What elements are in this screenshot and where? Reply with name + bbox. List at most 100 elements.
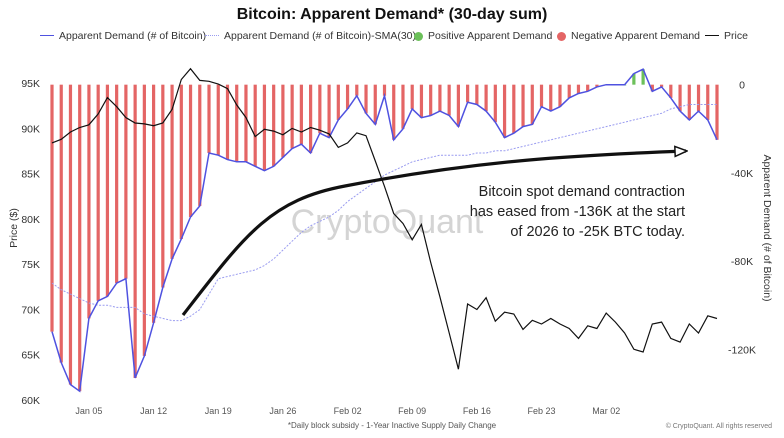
negative-demand-bar — [345, 84, 350, 109]
footnote: *Daily block subsidy - 1-Year Inactive S… — [287, 421, 497, 430]
negative-demand-bar — [327, 84, 331, 138]
negative-demand-bar — [595, 84, 599, 87]
annotation-line-3: of 2026 to -25K BTC today. — [510, 224, 685, 240]
negative-demand-bar — [521, 84, 525, 127]
legend-item-price[interactable]: Price — [705, 29, 748, 43]
annotation-line-2: has eased from -136K at the start — [470, 204, 685, 220]
negative-demand-bar — [678, 84, 682, 112]
left-axis-tick-label: 70K — [21, 305, 40, 317]
negative-demand-bar — [253, 84, 257, 167]
negative-demand-bar — [50, 84, 54, 332]
negative-demand-bar — [567, 84, 571, 98]
negative-demand-bar — [456, 84, 460, 127]
x-axis-tick-label: Mar 02 — [592, 406, 620, 416]
negative-demand-bar — [318, 84, 322, 134]
right-axis-tick-label: -40K — [731, 168, 753, 180]
negative-demand-bar — [179, 84, 183, 240]
negative-demand-bar — [133, 84, 137, 378]
left-axis-tick-label: 80K — [21, 214, 40, 226]
negative-demand-bar — [576, 84, 581, 94]
legend-label-price: Price — [724, 30, 748, 42]
trend-arrow — [181, 151, 686, 316]
negative-demand-bar — [115, 84, 119, 284]
negative-demand-bar — [687, 84, 691, 120]
red-dot-icon — [557, 31, 566, 41]
negative-demand-bar — [124, 84, 128, 279]
negative-demand-bar — [364, 84, 368, 114]
negative-demand-bar — [188, 84, 193, 217]
copyright: © CryptoQuant. All rights reserved — [665, 423, 772, 430]
negative-demand-bar — [650, 84, 654, 92]
demand-line — [51, 68, 718, 393]
demand-sma-line — [51, 104, 717, 322]
negative-demand-bar — [706, 84, 710, 120]
right-axis-tick-label: 0 — [739, 80, 745, 92]
negative-demand-bar — [401, 84, 405, 129]
negative-demand-bar — [512, 84, 516, 134]
negative-demand-bar — [549, 84, 553, 112]
left-axis-tick-label: 65K — [21, 350, 40, 362]
dotted-line-swatch-icon — [205, 34, 219, 36]
negative-demand-bar — [659, 84, 664, 87]
legend-item-negative[interactable]: Negative Apparent Demand — [557, 29, 700, 43]
black-line-swatch-icon — [705, 34, 719, 36]
negative-demand-bar — [161, 84, 165, 288]
negative-demand-bar — [216, 84, 220, 156]
negative-demand-bar — [438, 84, 442, 112]
negative-demand-bar — [539, 84, 544, 107]
x-axis-tick-label: Jan 26 — [269, 406, 296, 416]
negative-demand-bar — [373, 84, 377, 125]
legend-label-demand: Apparent Demand (# of Bitcoin) — [59, 30, 207, 42]
negative-demand-bar — [696, 84, 701, 112]
watermark-text: CryptoQuant — [291, 203, 484, 241]
left-axis-tick-label: 85K — [21, 169, 40, 181]
negative-demand-bar — [669, 84, 673, 98]
positive-demand-bar — [641, 69, 645, 85]
demand-bars — [50, 69, 719, 392]
negative-demand-bar — [447, 84, 451, 116]
negative-demand-bar — [309, 84, 313, 154]
positive-demand-bar — [632, 73, 636, 85]
right-axis-tick-label: -80K — [731, 256, 753, 268]
series-lines — [51, 67, 718, 393]
negative-demand-bar — [502, 84, 507, 138]
x-axis-tick-label: Feb 16 — [463, 406, 491, 416]
legend-item-demand[interactable]: Apparent Demand (# of Bitcoin) — [40, 29, 206, 43]
negative-demand-bar — [466, 84, 470, 103]
x-axis-tick-label: Jan 12 — [140, 406, 167, 416]
negative-demand-bar — [281, 84, 285, 158]
x-axis-tick-label: Feb 23 — [527, 406, 555, 416]
negative-demand-bar — [382, 84, 387, 96]
left-axis-tick-label: 60K — [21, 395, 40, 407]
negative-demand-bar — [410, 84, 414, 109]
negative-demand-bar — [235, 84, 239, 162]
annotation-line-1: Bitcoin spot demand contraction — [479, 184, 685, 200]
chart-title: Bitcoin: Apparent Demand* (30-day sum) — [236, 6, 548, 23]
legend-item-sma[interactable]: Apparent Demand (# of Bitcoin)-SMA(30) — [205, 29, 416, 43]
negative-demand-bar — [558, 84, 562, 107]
negative-demand-bar — [419, 84, 424, 118]
x-axis-tick-label: Jan 19 — [205, 406, 232, 416]
negative-demand-bar — [299, 84, 303, 145]
negative-demand-bar — [355, 84, 359, 96]
legend-label-positive: Positive Apparent Demand — [428, 30, 553, 42]
axes: 95K 90K 85K 80K 75K 70K 65K 60K 0 -40K -80K -120K Ja… — [8, 78, 773, 416]
negative-demand-bar — [87, 84, 91, 319]
chart-legend: Apparent Demand (# of Bitcoin) Apparent … — [0, 29, 784, 45]
negative-demand-bar — [105, 84, 110, 297]
negative-demand-bar — [170, 84, 174, 259]
x-axis-tick-label: Feb 09 — [398, 406, 426, 416]
negative-demand-bar — [262, 84, 267, 171]
legend-label-negative: Negative Apparent Demand — [571, 30, 700, 42]
left-axis-tick-label: 95K — [21, 78, 40, 90]
negative-demand-bar — [68, 84, 73, 385]
negative-demand-bar — [715, 84, 719, 140]
negative-demand-bar — [484, 84, 488, 112]
legend-item-positive[interactable]: Positive Apparent Demand — [414, 29, 552, 43]
negative-demand-bar — [272, 84, 276, 167]
negative-demand-bar — [142, 84, 146, 356]
negative-demand-bar — [96, 84, 100, 301]
negative-demand-bar — [429, 84, 433, 116]
line-swatch-icon — [40, 34, 54, 36]
